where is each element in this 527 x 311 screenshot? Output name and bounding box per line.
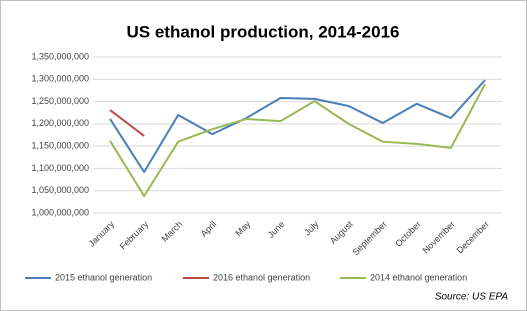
y-tick-label: 1,250,000,000 (31, 96, 89, 106)
data-line (109, 109, 145, 137)
y-tick-label: 1,100,000,000 (31, 163, 89, 173)
y-tick-label: 1,000,000,000 (31, 207, 89, 217)
chart-title: US ethanol production, 2014-2016 (126, 22, 399, 41)
data-line (109, 83, 486, 198)
y-tick-label: 1,150,000,000 (31, 141, 89, 151)
legend-label: 2016 ethanol generation (213, 272, 310, 282)
y-tick-label: 1,350,000,000 (31, 51, 89, 61)
legend-label: 2015 ethanol generation (55, 272, 152, 282)
legend-label: 2014 ethanol generation (370, 272, 467, 282)
y-tick-label: 1,050,000,000 (31, 185, 89, 195)
data-line (109, 79, 486, 173)
source-note: Source: US EPA (435, 292, 509, 303)
y-tick-label: 1,200,000,000 (31, 118, 89, 128)
y-tick-label: 1,300,000,000 (31, 74, 89, 84)
